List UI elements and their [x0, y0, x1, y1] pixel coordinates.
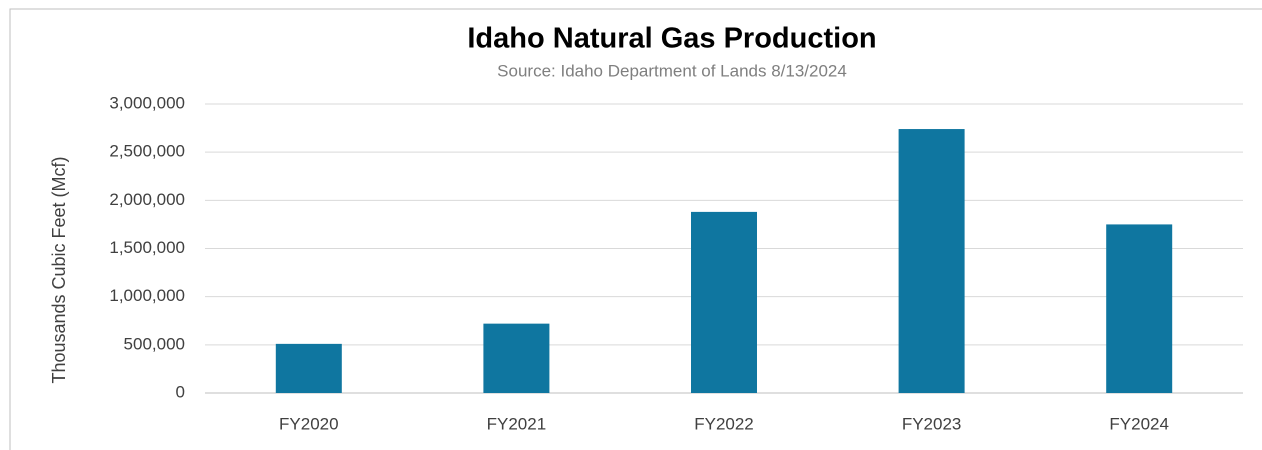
x-tick-label: FY2023	[902, 414, 962, 433]
bar	[483, 323, 550, 393]
y-tick-label: 3,000,000	[109, 93, 185, 112]
bar	[898, 129, 965, 393]
chart-frame	[9, 8, 1262, 450]
y-tick-label: 2,500,000	[109, 142, 185, 161]
bar	[1106, 224, 1173, 393]
chart-subtitle: Source: Idaho Department of Lands 8/13/2…	[497, 61, 847, 80]
chart-title: Idaho Natural Gas Production	[467, 23, 876, 55]
bar	[275, 343, 342, 393]
x-tick-label: FY2021	[487, 414, 547, 433]
x-tick-label: FY2020	[279, 414, 339, 433]
y-tick-label: 2,000,000	[109, 190, 185, 209]
bar	[691, 211, 757, 393]
y-tick-label: 500,000	[124, 334, 185, 353]
x-tick-label: FY2022	[694, 414, 754, 433]
y-tick-label: 1,000,000	[109, 286, 185, 305]
y-tick-label: 0	[176, 382, 185, 401]
y-axis-label: Thousands Cubic Feet (Mcf)	[49, 156, 69, 383]
x-tick-label: FY2024	[1109, 414, 1169, 433]
y-tick-label: 1,500,000	[109, 238, 185, 257]
